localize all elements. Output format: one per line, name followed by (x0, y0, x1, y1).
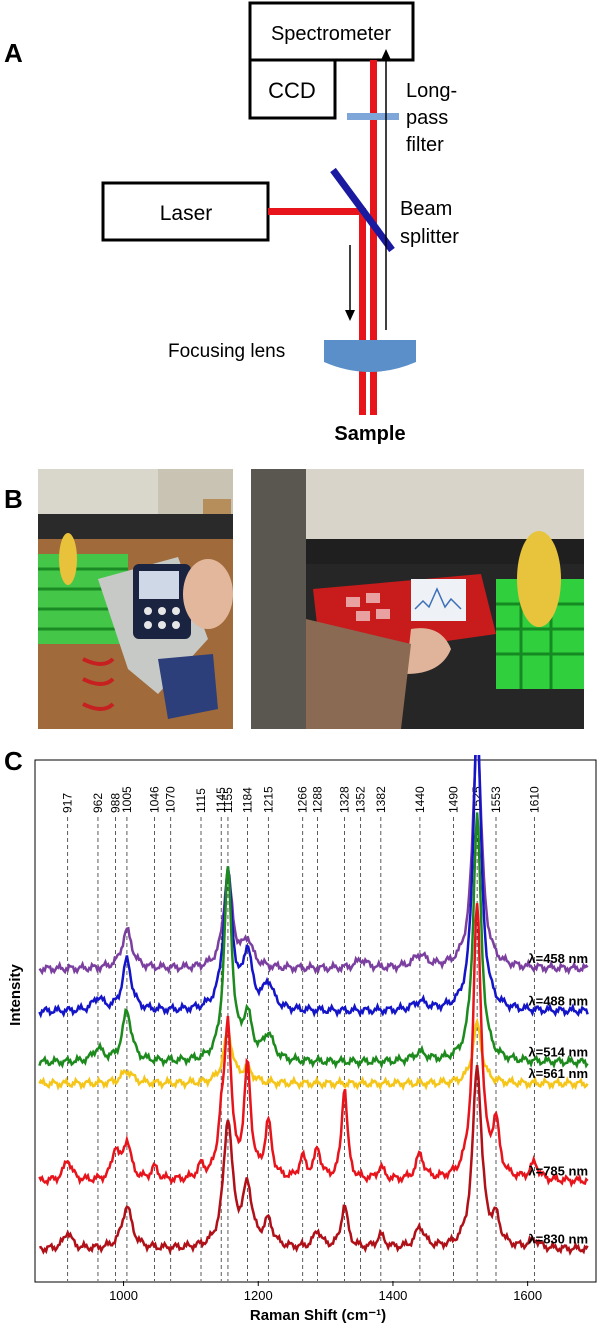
peak-marker-label: 1352 (354, 786, 368, 813)
sample-label: Sample (334, 423, 405, 445)
ccd-box (248, 58, 337, 120)
x-tick-label: 1200 (244, 1288, 273, 1303)
filter-label-line3: filter (406, 134, 444, 156)
x-tick-label: 1600 (513, 1288, 542, 1303)
spectrum-line (38, 755, 589, 976)
peak-marker-label: 1046 (148, 786, 162, 813)
focusing-lens (324, 340, 416, 372)
series-label: λ=830 nm (528, 1232, 588, 1247)
series-label: λ=561 nm (528, 1066, 588, 1081)
long-pass-filter (347, 113, 399, 120)
x-axis-label: Raman Shift (cm⁻¹) (250, 1307, 386, 1324)
peak-marker-label: 1115 (194, 788, 208, 813)
peak-marker-label: 1145 (214, 787, 228, 813)
peak-marker-label: 1440 (413, 786, 427, 813)
peak-marker-label: 1490 (447, 786, 461, 813)
spectrum-line (38, 903, 589, 1188)
raman-schematic-diagram: Spectrometer CCD Laser Long- pass filter… (101, 1, 459, 445)
arrow-down-head (345, 310, 355, 321)
spectrometer-label: Spectrometer (271, 23, 391, 45)
panel-a-letter: A (4, 38, 23, 68)
panel-c-letter: C (4, 746, 23, 776)
ccd-label: CCD (268, 78, 316, 103)
spectrum-line (38, 755, 589, 1019)
filter-label-line2: pass (406, 107, 448, 129)
spectrum-line (38, 812, 589, 1070)
splitter-label-line1: Beam (400, 198, 452, 220)
filter-label-line1: Long- (406, 80, 457, 102)
splitter-label-line2: splitter (400, 226, 459, 248)
peak-marker-label: 988 (108, 793, 122, 813)
peak-marker-label: 1155 (221, 787, 235, 813)
series-label: λ=514 nm (528, 1045, 588, 1060)
arrow-up-head (381, 49, 391, 60)
peak-marker-label: 1553 (489, 786, 503, 813)
series-label: λ=785 nm (528, 1164, 588, 1179)
panel-b-letter: B (4, 484, 23, 514)
peak-marker-label: 1005 (120, 786, 134, 813)
spectrum-line (39, 1064, 589, 1256)
peak-marker-label: 1328 (337, 786, 351, 813)
portable-raman-photo (251, 469, 584, 729)
series-label: λ=458 nm (528, 951, 588, 966)
x-tick-label: 1000 (109, 1288, 138, 1303)
series-label: λ=488 nm (528, 994, 588, 1009)
peak-marker-label: 1215 (261, 786, 275, 813)
laser-box (101, 181, 270, 242)
peak-marker-label: 1382 (374, 786, 388, 813)
peak-marker-label: 1184 (240, 787, 254, 813)
handheld-raman-photo (38, 469, 233, 729)
beam-down (359, 208, 366, 415)
peak-marker-label: 917 (61, 793, 75, 813)
beam-up (370, 60, 377, 415)
y-axis-label: Intensity (7, 964, 24, 1026)
peak-marker-label: 1288 (311, 786, 325, 813)
beam-horizontal (268, 208, 365, 215)
x-tick-label: 1400 (378, 1288, 407, 1303)
peak-marker-label: 1610 (527, 786, 541, 813)
peak-marker-label: 1266 (296, 786, 310, 813)
spectrum-line (38, 1017, 589, 1092)
peak-marker-label: 1070 (164, 786, 178, 813)
laser-label: Laser (160, 202, 213, 225)
plot-frame (34, 759, 597, 1283)
beam-splitter (330, 167, 395, 253)
peak-marker-label: 962 (91, 793, 105, 813)
lens-label: Focusing lens (168, 341, 285, 362)
